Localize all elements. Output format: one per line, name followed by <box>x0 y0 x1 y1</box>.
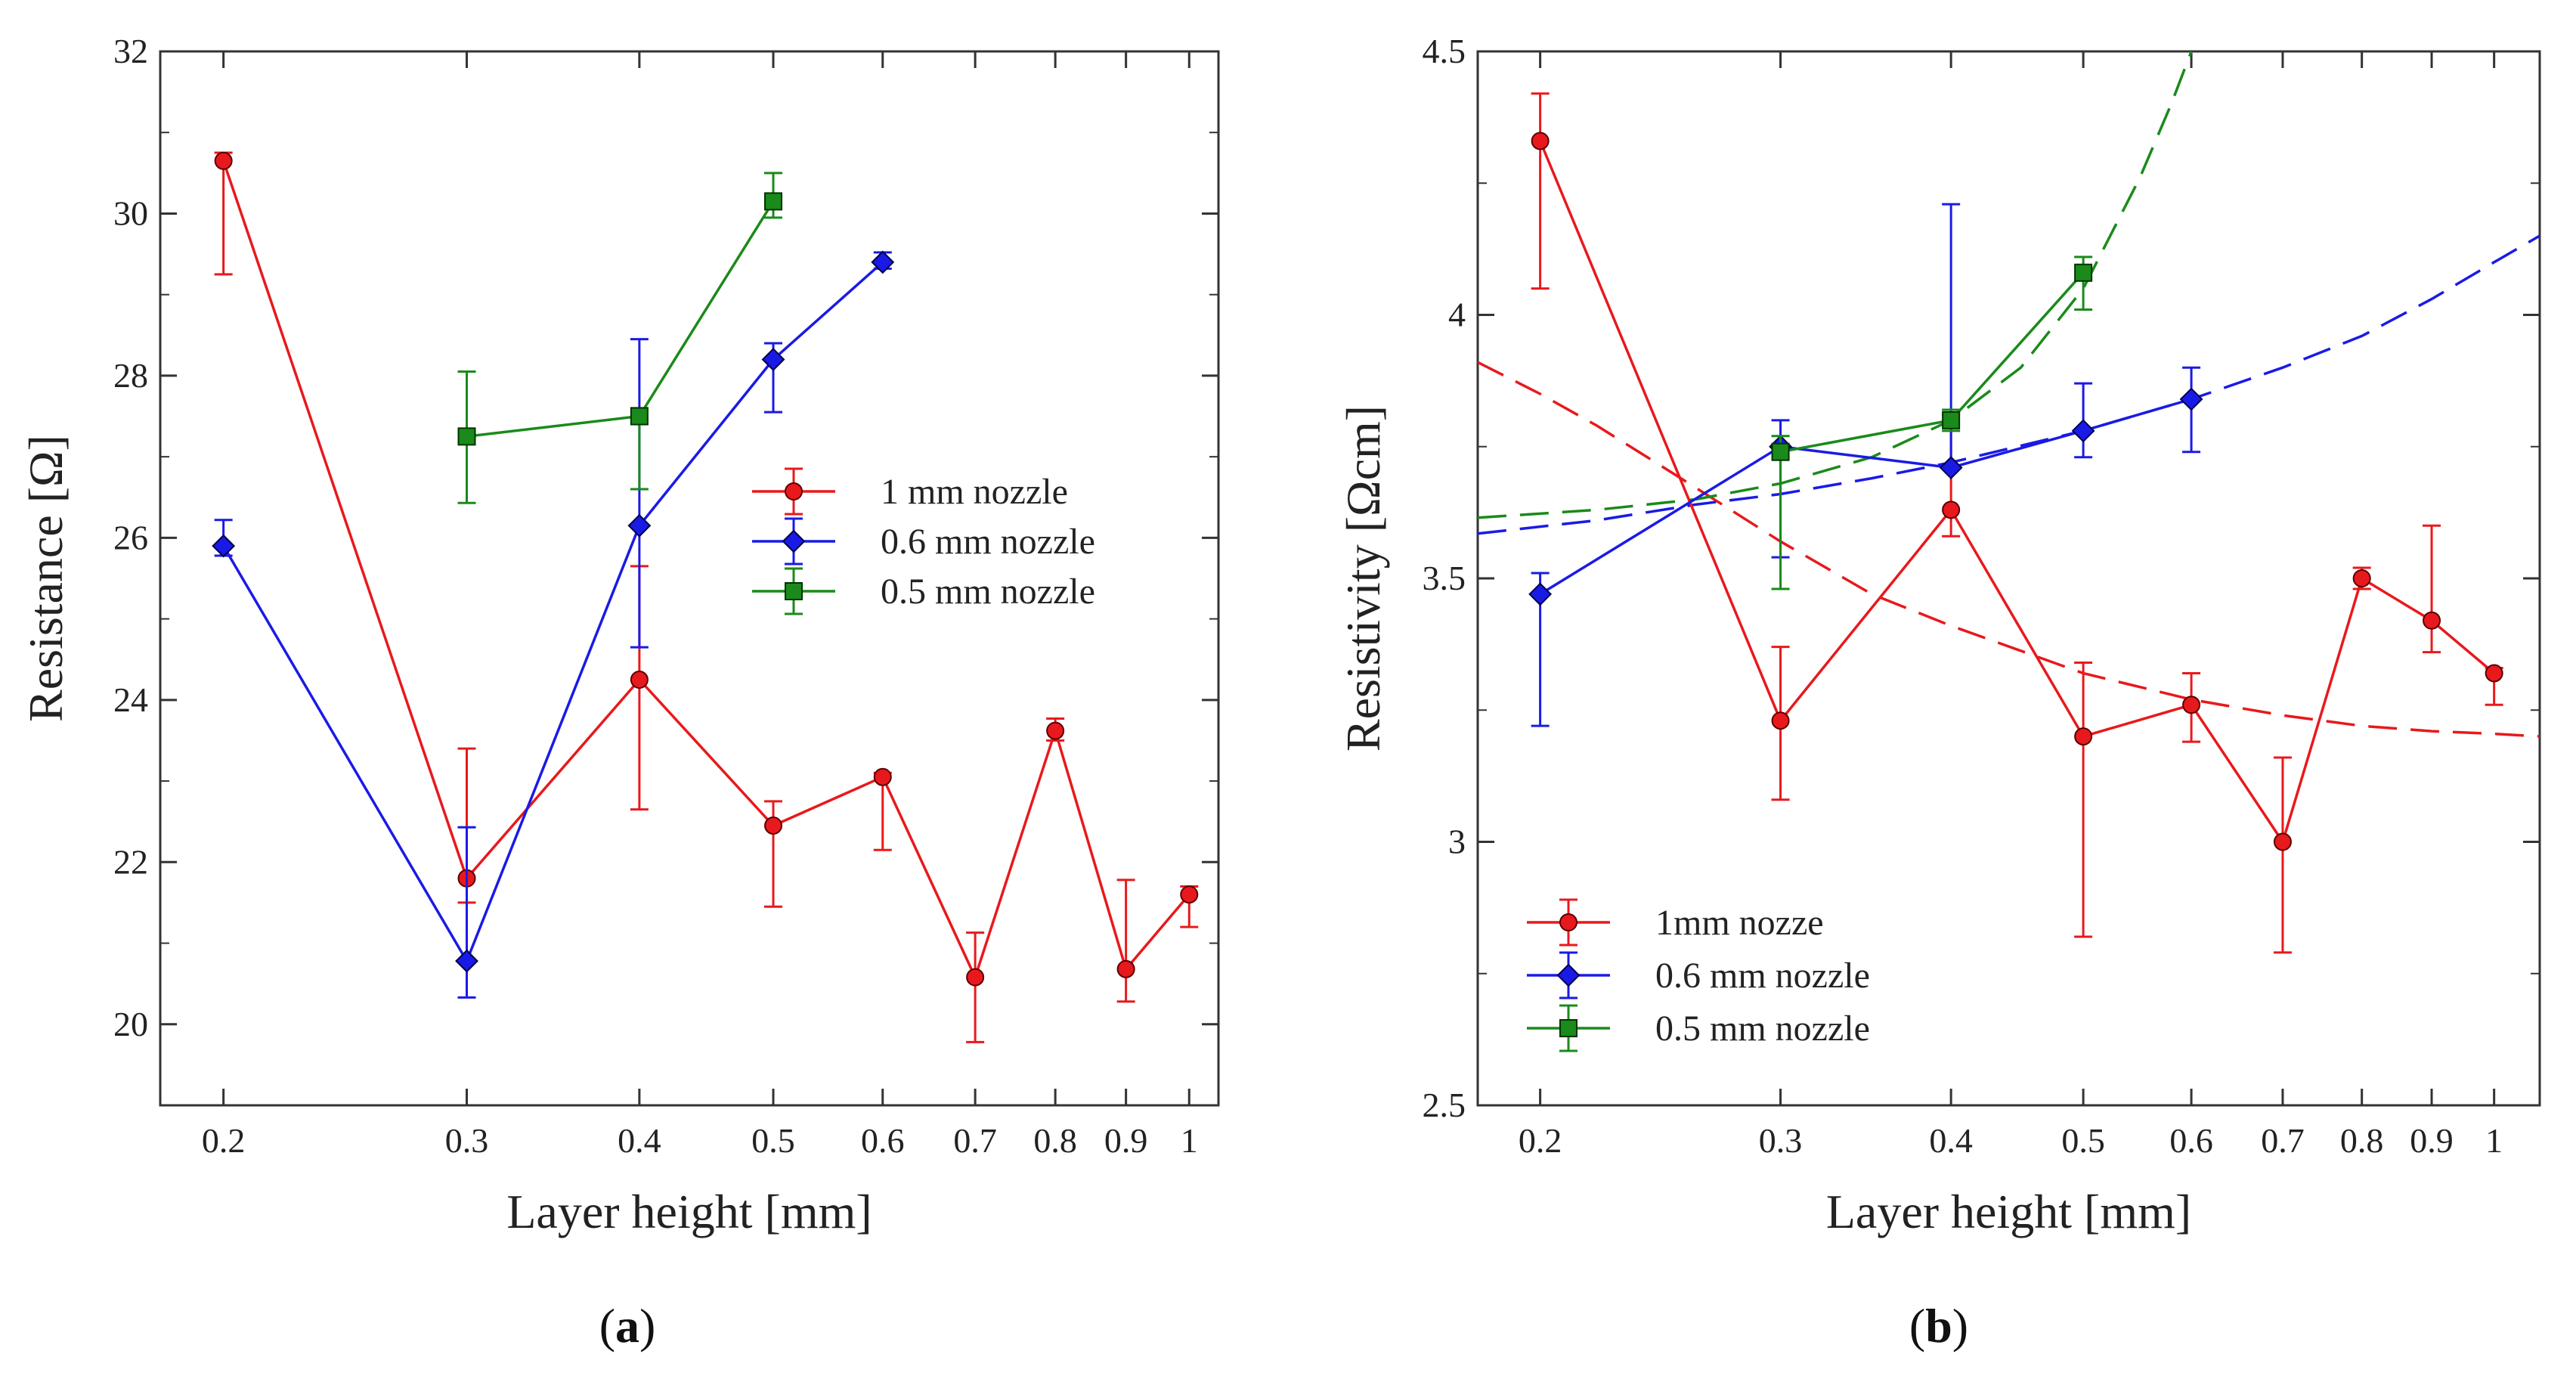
panel-a-xtick-label: 0.6 <box>861 1121 905 1160</box>
panel-b-xtick-label: 0.2 <box>1519 1121 1562 1160</box>
panel-b-xtick-label: 0.5 <box>2061 1121 2105 1160</box>
panel-b-legend-1mm-nozze-marker <box>1559 913 1577 931</box>
panel-b-1mm-nozze-point <box>2074 727 2093 746</box>
panel-b-0-6-mm-nozzle-line <box>1539 398 2192 596</box>
panel-a-1-mm-nozzle-point <box>1180 885 1199 904</box>
panel-a-ytick-label: 28 <box>113 356 148 395</box>
panel-a-1-mm-nozzle-point <box>873 767 892 786</box>
panel-a-0-6-mm-nozzle-point <box>212 534 236 558</box>
panel-a-chart: 0.2 0.3 0.4 0.5 0.6 0.7 0.8 0.9 1 20 22 24 26 28 30 32 L… <box>19 32 1220 1238</box>
panel-b-xtick-label: 0.7 <box>2261 1121 2305 1160</box>
panel-b-1mm-nozze-point <box>1771 711 1790 730</box>
panel-b-ytick-label: 2.5 <box>1423 1086 1466 1124</box>
panel-b-legend-0-5-mm-nozzle-label: 0.5 mm nozzle <box>1655 1009 1870 1049</box>
panel-b-ytick-label: 4 <box>1448 296 1466 334</box>
panel-b-legend-0-6-mm-nozzle-label: 0.6 mm nozzle <box>1655 956 1870 996</box>
panel-a-1-mm-nozzle-point <box>214 151 233 170</box>
panel-a-0-6-mm-nozzle-line <box>222 261 884 965</box>
panel-b-data-area <box>1478 51 2540 954</box>
panel-b-1mm-nozze-point <box>2485 664 2503 683</box>
panel-a-xtick-label: 0.7 <box>953 1121 997 1160</box>
panel-b-red-trend-curve <box>1478 361 2540 738</box>
panel-b-1mm-nozze-line <box>1538 140 2495 845</box>
panel-b-ytick-label: 4.5 <box>1423 32 1466 70</box>
panel-a-1-mm-nozzle-line <box>221 160 1190 981</box>
panel-b-legend-1mm-nozze-label: 1mm nozze <box>1655 903 1824 943</box>
panel-b-label: (b) <box>1909 1299 1968 1353</box>
panel-a-xtick-label: 1 <box>1181 1121 1198 1160</box>
panel-b-xtick-label: 0.3 <box>1759 1121 1803 1160</box>
panel-a-ytick-label: 26 <box>113 518 148 556</box>
panel-a-xtick-label: 0.5 <box>751 1121 795 1160</box>
panel-a-legend-1-mm-nozzle-marker <box>785 482 803 500</box>
panel-a-0-5-mm-nozzle-point <box>457 427 476 446</box>
panel-a-ytick-label: 20 <box>113 1005 148 1043</box>
panel-a-legend: 1 mm nozzle 0.6 mm nozzle 0.5 mm nozzle <box>752 467 1095 615</box>
panel-b-xtick-label: 0.4 <box>1929 1121 1973 1160</box>
panel-b-legend: 1mm nozze 0.6 mm nozzle 0.5 mm nozzle <box>1527 898 1870 1052</box>
panel-b-1mm-nozze-point <box>1942 500 1961 519</box>
panel-b-1mm-nozze-point <box>1531 132 1550 150</box>
panel-b-1mm-nozze-point <box>2352 569 2371 587</box>
panel-b-xtick-label: 0.9 <box>2410 1121 2454 1160</box>
panel-a-ytick-label: 30 <box>113 194 148 232</box>
panel-b-0-5-mm-nozzle-point <box>1942 411 1961 429</box>
panel-a-1-mm-nozzle-point <box>630 671 649 690</box>
panel-b-blue-trend-curve <box>1478 234 2540 535</box>
panel-b-y-axis-title: Resistivity [Ωcm] <box>1336 405 1390 751</box>
panel-a-1-mm-nozzle-point <box>966 968 985 987</box>
panel-a-xtick-label: 0.4 <box>618 1121 661 1160</box>
panel-b-1mm-nozze-point <box>2182 696 2201 714</box>
panel-b-xtick-label: 1 <box>2485 1121 2503 1160</box>
panel-b-1mm-nozze-point <box>2423 611 2441 630</box>
panel-a-xtick-label: 0.8 <box>1033 1121 1077 1160</box>
panel-a-legend-0-6-mm-nozzle-label: 0.6 mm nozzle <box>881 522 1095 562</box>
panel-b-xtick-label: 0.6 <box>2169 1121 2213 1160</box>
panel-a-plot-frame <box>159 50 1220 1107</box>
panel-a-label: (a) <box>599 1299 656 1353</box>
panel-b-legend-0-6-mm-nozzle-marker <box>1556 963 1581 987</box>
panel-b-xtick-label: 0.8 <box>2340 1121 2384 1160</box>
panel-a-legend-0-5-mm-nozzle-marker <box>785 582 803 600</box>
panel-a-0-5-mm-nozzle-line <box>466 200 775 438</box>
panel-a-ytick-label: 22 <box>113 842 148 881</box>
panel-a-0-5-mm-nozzle-point <box>630 407 649 426</box>
panel-b-plot-frame <box>1476 50 2541 1107</box>
panel-a-legend-0-5-mm-nozzle-label: 0.5 mm nozzle <box>881 572 1095 612</box>
panel-a-0-6-mm-nozzle-point <box>627 513 652 538</box>
panel-b-0-5-mm-nozzle-point <box>1771 442 1790 461</box>
panel-a-ytick-label: 32 <box>113 32 148 70</box>
panel-b-0-5-mm-nozzle-line <box>1780 271 2085 454</box>
panel-b-x-axis-title: Layer height [mm] <box>1826 1185 2191 1238</box>
panel-b-1mm-nozze-point <box>2273 832 2292 851</box>
panel-a-1-mm-nozzle-point <box>1046 721 1065 740</box>
panel-a-1-mm-nozzle-point <box>1116 959 1135 978</box>
panel-b-0-6-mm-nozzle-point <box>2179 387 2203 411</box>
panel-a-xtick-label: 0.2 <box>202 1121 246 1160</box>
panel-a-xtick-label: 0.9 <box>1104 1121 1148 1160</box>
panel-b-ytick-label: 3.5 <box>1423 559 1466 597</box>
panel-a-0-6-mm-nozzle-point <box>761 348 785 371</box>
panel-a-legend-1-mm-nozzle-label: 1 mm nozzle <box>881 472 1068 512</box>
panel-a-xtick-label: 0.3 <box>445 1121 489 1160</box>
panel-a-legend-0-6-mm-nozzle-marker <box>782 529 806 553</box>
panel-b-0-6-mm-nozzle-point <box>1528 582 1553 606</box>
panel-b-0-5-mm-nozzle-point <box>2074 263 2093 282</box>
panel-a-1-mm-nozzle-point <box>764 817 783 835</box>
panel-a-y-axis-title: Resistance [Ω] <box>19 435 73 722</box>
panel-a-0-5-mm-nozzle-point <box>764 192 783 211</box>
panel-b-chart: 0.2 0.3 0.4 0.5 0.6 0.7 0.8 0.9 1 2.5 3 3.5 4 4.5 Laye… <box>1336 32 2541 1238</box>
panel-a-ytick-label: 24 <box>113 680 148 719</box>
panel-b-legend-0-5-mm-nozzle-marker <box>1559 1019 1577 1037</box>
panel-a-0-6-mm-nozzle-point <box>871 250 895 274</box>
panel-a-data-area <box>212 151 1199 1043</box>
panel-b-ytick-label: 3 <box>1448 823 1466 861</box>
panel-a-0-6-mm-nozzle-point <box>455 949 478 973</box>
panel-a-x-axis-title: Layer height [mm] <box>506 1185 872 1238</box>
panel-b-0-6-mm-nozzle-point <box>2071 419 2095 443</box>
panel-b-0-6-mm-nozzle-point <box>1939 456 1963 480</box>
